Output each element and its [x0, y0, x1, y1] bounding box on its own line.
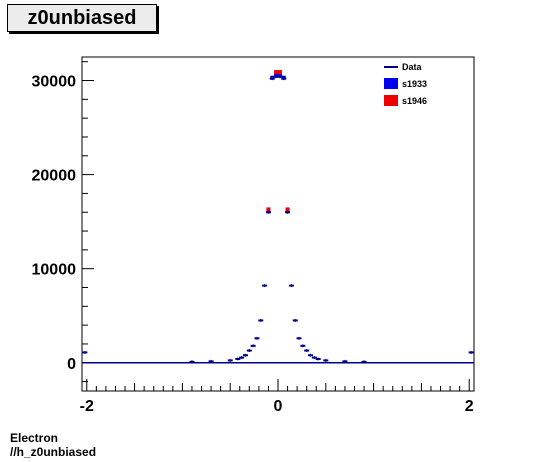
- y-tick-label: 20000: [32, 168, 77, 185]
- footer-label-electron: Electron: [10, 431, 59, 445]
- legend-swatch-s1946: [384, 95, 398, 106]
- axes: 0 10000 20000 30000 -2 0 2: [32, 61, 474, 415]
- mc-point-s1933: [277, 72, 282, 77]
- x-tick-label: 2: [465, 398, 474, 415]
- mc-point-s1946: [277, 70, 282, 75]
- mc-point-s1946: [266, 207, 271, 212]
- y-tick-label: 10000: [32, 262, 77, 279]
- data-points: [82, 70, 474, 364]
- y-tick-label: 30000: [32, 74, 77, 91]
- x-tick-label: -2: [80, 398, 94, 415]
- legend-label: Data: [402, 62, 423, 72]
- legend-swatch-s1933: [384, 78, 398, 89]
- mc-point-s1933: [274, 72, 279, 77]
- x-tick-label: 0: [274, 398, 283, 415]
- footer-label-histogram-path: //h_z0unbiased: [10, 445, 97, 459]
- legend-label: s1933: [402, 79, 427, 89]
- y-tick-label: 0: [67, 356, 76, 373]
- legend-label: s1946: [402, 96, 427, 106]
- histogram-title: z0unbiased: [27, 6, 137, 29]
- histogram-title-box: z0unbiased: [7, 4, 157, 32]
- mc-point-s1946: [274, 70, 279, 75]
- plot-area-border: [81, 56, 475, 392]
- legend: Data s1933 s1946: [384, 62, 427, 106]
- plot-frame: [81, 56, 475, 392]
- mc-point-s1946: [285, 207, 290, 212]
